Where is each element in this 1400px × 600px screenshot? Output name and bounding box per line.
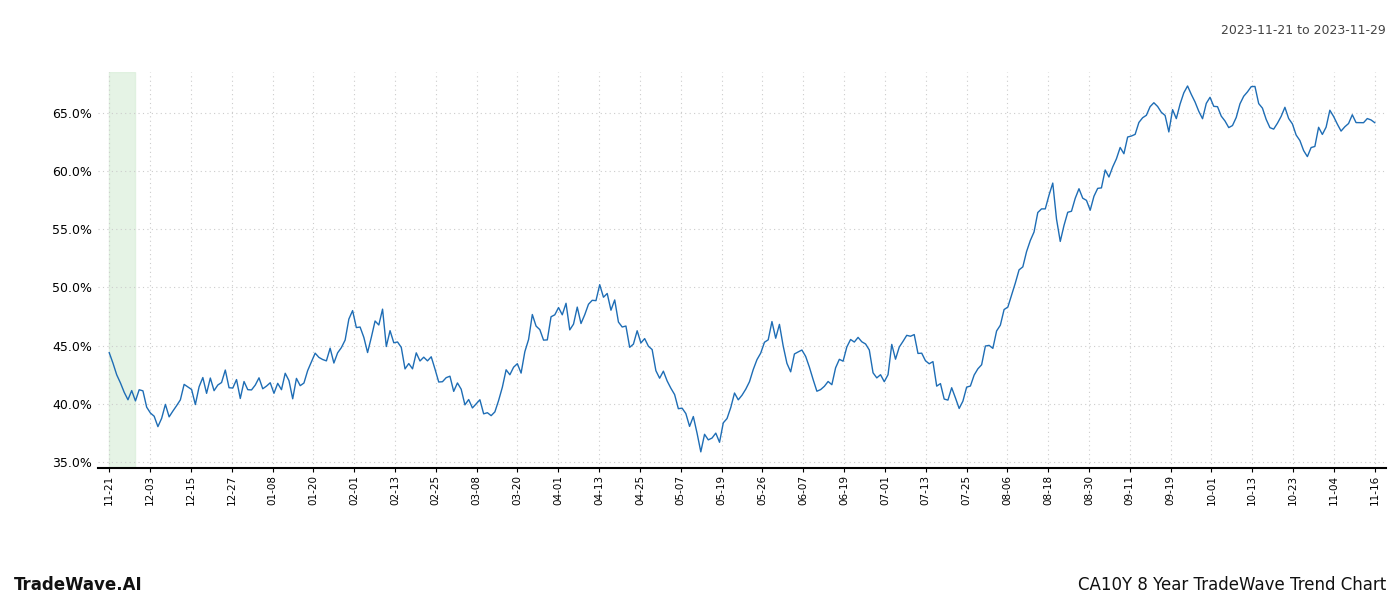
- Text: 2023-11-21 to 2023-11-29: 2023-11-21 to 2023-11-29: [1221, 24, 1386, 37]
- Bar: [109, 72, 136, 468]
- Text: CA10Y 8 Year TradeWave Trend Chart: CA10Y 8 Year TradeWave Trend Chart: [1078, 576, 1386, 594]
- Text: TradeWave.AI: TradeWave.AI: [14, 576, 143, 594]
